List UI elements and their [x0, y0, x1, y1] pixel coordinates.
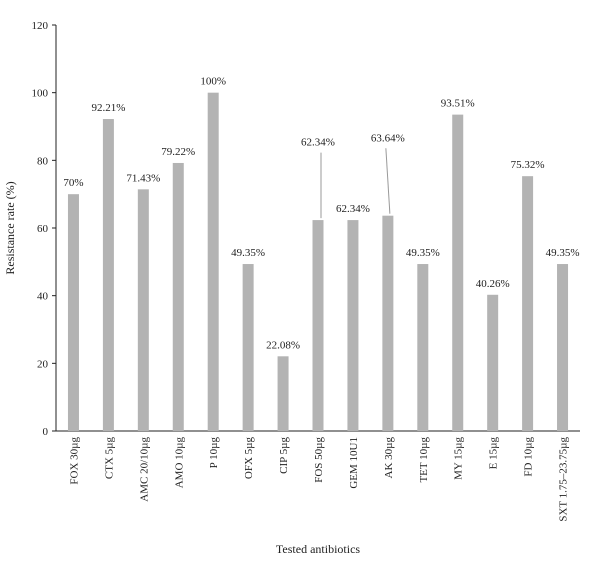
- category-label: SXT 1.75–23.75µg: [558, 437, 570, 522]
- data-label: 62.34%: [336, 203, 370, 215]
- bar: [347, 220, 359, 431]
- bar: [382, 215, 394, 431]
- data-label: 49.35%: [406, 247, 440, 259]
- data-label: 22.08%: [266, 339, 300, 351]
- data-label: 70%: [63, 177, 83, 189]
- y-tick-label: 80: [37, 155, 49, 167]
- label-leader-lines: [320, 148, 391, 219]
- category-label: GEM 10U1: [348, 437, 360, 489]
- category-label: CTX 5µg: [103, 437, 115, 480]
- bar: [242, 264, 254, 431]
- bar: [522, 176, 534, 431]
- data-label: 79.22%: [161, 146, 195, 158]
- category-label: AMC 20/10µg: [138, 437, 150, 502]
- y-tick-label: 20: [37, 358, 49, 370]
- y-tick-label: 120: [32, 20, 49, 32]
- category-labels: FOX 30µg CTX 5µg AMC 20/10µg AMO 10µg P 10µg…: [68, 437, 569, 522]
- category-label: AK 30µg: [383, 437, 395, 479]
- category-label: TET 10µg: [418, 437, 430, 483]
- data-label: 75.32%: [511, 159, 545, 171]
- category-label: FOS 50µg: [313, 437, 325, 483]
- bar: [137, 189, 149, 431]
- category-label: CIP 5µg: [278, 437, 290, 474]
- data-label: 49.35%: [546, 247, 580, 259]
- data-label: 49.35%: [231, 247, 265, 259]
- y-tick-label: 40: [37, 291, 49, 303]
- y-tick-label: 60: [37, 223, 49, 235]
- data-labels: 70% 92.21% 71.43% 79.22% 100% 49.35% 22.08% 62.…: [63, 76, 579, 352]
- y-tick-label: 100: [32, 88, 49, 100]
- data-label: 93.51%: [441, 98, 475, 110]
- data-label: 100%: [200, 76, 226, 88]
- bar: [417, 264, 429, 431]
- category-label: FOX 30µg: [68, 437, 80, 485]
- leader-line: [385, 148, 391, 214]
- bar: [207, 92, 219, 432]
- bar: [312, 220, 324, 431]
- y-axis-title: Resistance rate (%): [3, 181, 17, 274]
- bar: [277, 356, 289, 431]
- bar: [172, 162, 184, 431]
- bar: [102, 119, 114, 432]
- y-tick-label: 0: [43, 426, 49, 438]
- data-label: 63.64%: [371, 132, 405, 144]
- category-label: MY 15µg: [453, 437, 465, 480]
- category-label: P 10µg: [208, 437, 220, 469]
- data-label: 92.21%: [91, 102, 125, 114]
- bars: [67, 92, 569, 432]
- bar: [487, 294, 499, 431]
- category-label: OFX 5µg: [243, 437, 255, 480]
- category-label: FD 10µg: [523, 437, 535, 477]
- data-label: 40.26%: [476, 278, 510, 290]
- data-label: 71.43%: [126, 172, 160, 184]
- data-label: 62.34%: [301, 137, 335, 149]
- x-axis-title: Tested antibiotics: [276, 542, 360, 556]
- category-label: E 15µg: [488, 437, 500, 470]
- category-label: AMO 10µg: [173, 437, 185, 489]
- bar: [67, 194, 79, 431]
- y-ticks: 0 20 40 60 80 100 120: [32, 20, 56, 438]
- bar: [557, 264, 569, 431]
- bar: [452, 114, 464, 431]
